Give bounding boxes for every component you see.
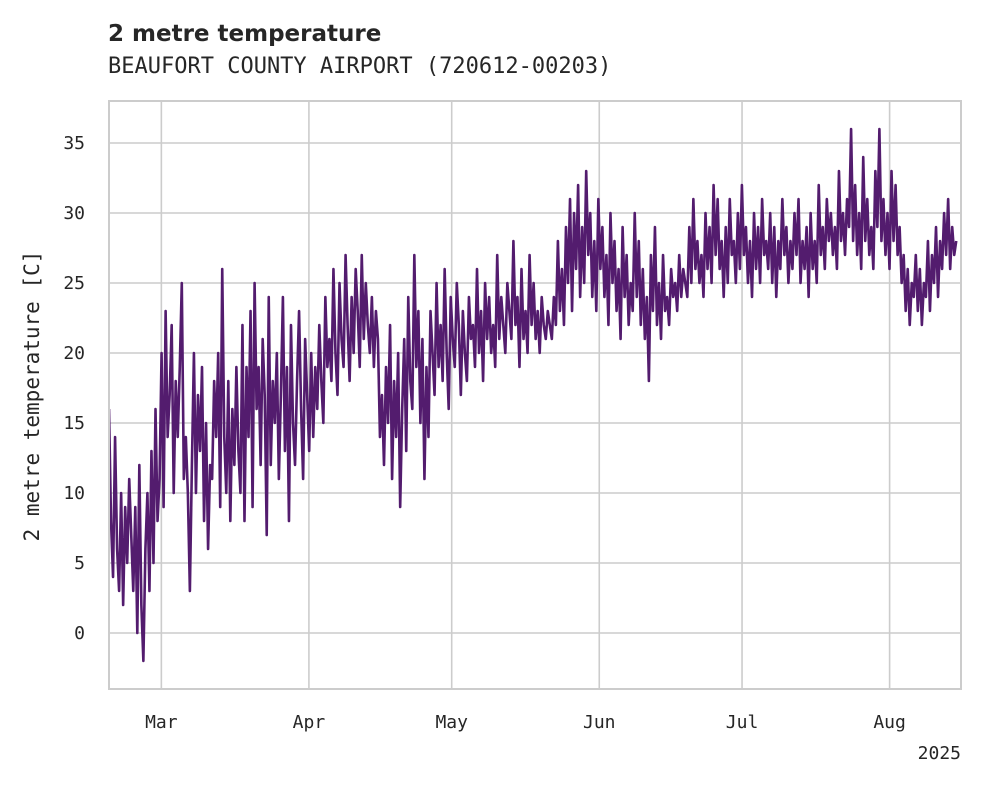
y-tick-label: 25 [63, 273, 85, 294]
plot-frame [108, 100, 962, 690]
y-tick-label: 35 [63, 133, 85, 154]
x-axis-ticks: Mar Apr May Jun Jul Aug [145, 712, 906, 733]
y-tick-label: 10 [63, 483, 85, 504]
x-tick-label: Jun [583, 712, 616, 733]
x-axis-year-label: 2025 [918, 743, 961, 764]
y-tick-label: 5 [74, 553, 85, 574]
y-axis-ticks: 0 5 10 15 20 25 30 35 [63, 133, 85, 644]
chart-title: 2 metre temperature [108, 21, 381, 47]
x-tick-label: Aug [873, 712, 906, 733]
x-tick-label: Mar [145, 712, 178, 733]
y-axis-label: 2 metre temperature [C] [20, 251, 44, 542]
x-tick-label: Apr [293, 712, 326, 733]
chart-subtitle: BEAUFORT COUNTY AIRPORT (720612-00203) [108, 54, 611, 79]
y-tick-label: 15 [63, 413, 85, 434]
y-tick-label: 30 [63, 203, 85, 224]
temperature-series-line [109, 127, 958, 663]
y-tick-label: 0 [74, 623, 85, 644]
y-tick-label: 20 [63, 343, 85, 364]
x-tick-label: Jul [726, 712, 759, 733]
x-tick-label: May [435, 712, 468, 733]
